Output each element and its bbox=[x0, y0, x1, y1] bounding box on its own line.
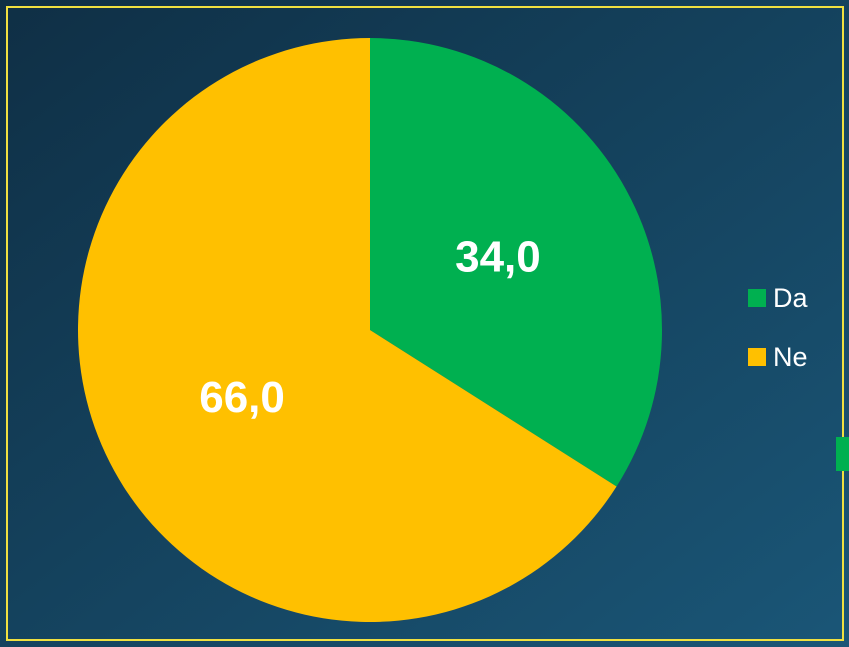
legend-label: Ne bbox=[773, 342, 808, 372]
pie-slice bbox=[77, 38, 617, 623]
frame bbox=[6, 6, 844, 641]
legend-swatch bbox=[748, 289, 766, 307]
legend-label: Da bbox=[773, 283, 808, 313]
data-label: 34,0 bbox=[455, 232, 541, 281]
data-label: 66,0 bbox=[199, 373, 285, 422]
pie-slice bbox=[370, 38, 662, 487]
decoration bbox=[836, 437, 849, 471]
legend-swatch bbox=[748, 348, 766, 366]
